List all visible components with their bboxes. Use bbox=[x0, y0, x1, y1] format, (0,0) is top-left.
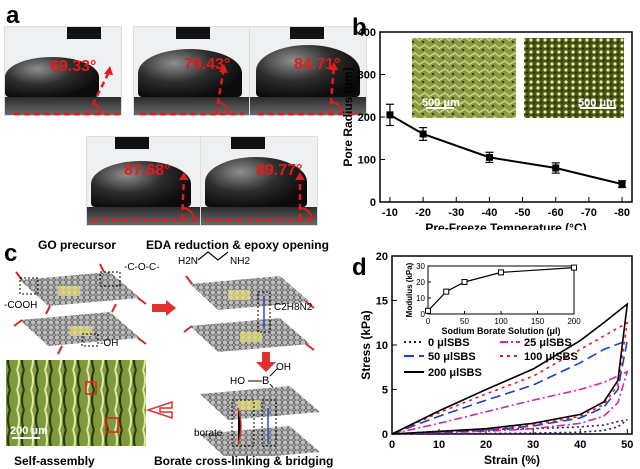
inset-xlabel: Sodium Borate Solution (μl) bbox=[442, 326, 561, 336]
contact-angle-image-5 bbox=[200, 136, 318, 226]
chart-d-series-0 bbox=[391, 418, 628, 435]
chart-b-series-line bbox=[389, 114, 623, 186]
borate-crosslinking-title: Borate cross-linking & bridging bbox=[154, 454, 334, 468]
chart-b-xtick-label: -50 bbox=[515, 207, 531, 219]
inset-ytick-label: 0 bbox=[421, 310, 426, 319]
chart-d-series-2 bbox=[391, 339, 629, 435]
chart-d-ytick-label: 20 bbox=[376, 251, 388, 263]
chart-b-xtick-label: -10 bbox=[382, 207, 398, 219]
chart-d-xtick-label: 50 bbox=[621, 439, 633, 451]
inset-xtick-label: 150 bbox=[531, 317, 545, 326]
chart-b-xtick-label: -70 bbox=[581, 207, 597, 219]
chart-d-ytick-label: 15 bbox=[376, 296, 388, 308]
inset-scale-right: 500 μm bbox=[578, 97, 616, 109]
inset-point bbox=[571, 264, 577, 271]
chart-d-xtick-label: 30 bbox=[527, 439, 539, 451]
chart-d-legend-label: 50 μlSBS bbox=[428, 351, 476, 363]
boric-b: B bbox=[262, 375, 269, 387]
inset-point bbox=[425, 307, 431, 314]
pore-radius-chart: 500 μm 500 μm 0 100 200 300 400 -10 -20 -30 -40 -… bbox=[341, 27, 633, 230]
chart-b-ylabel: Pore Radius (μm) bbox=[341, 67, 355, 166]
eda-h2n-label: H2N bbox=[178, 256, 198, 267]
chart-b-point bbox=[419, 130, 427, 138]
chart-b-ytick-label: 0 bbox=[370, 197, 376, 209]
inset-ytick-label: 20 bbox=[416, 278, 425, 287]
chart-d-xlabel: Strain (%) bbox=[484, 453, 540, 467]
inset-xtick-label: 0 bbox=[426, 317, 431, 326]
chart-b-point bbox=[618, 180, 626, 188]
chart-b-ytick-label: 300 bbox=[358, 70, 376, 82]
chart-b-ytick-label: 400 bbox=[358, 27, 376, 39]
contact-angle-image-3 bbox=[249, 26, 367, 116]
synthesis-scheme: -C-O-C- -COOH -OH H2N NH2 C2H8N2 OH OH H… bbox=[4, 251, 320, 456]
chart-b-xtick-label: -60 bbox=[548, 207, 564, 219]
panel-a-letter: a bbox=[6, 2, 20, 29]
panel-c-letter: c bbox=[4, 240, 18, 267]
chart-b-xtick-label: -20 bbox=[415, 207, 431, 219]
chart-b-ytick-label: 100 bbox=[358, 155, 376, 167]
contact-angle-image-2 bbox=[133, 26, 251, 116]
chart-d-legend-label: 0 μlSBS bbox=[428, 337, 470, 349]
chart-d-xtick-label: 0 bbox=[389, 439, 395, 451]
contact-angle-image-1 bbox=[4, 26, 122, 116]
chart-b-xtick-label: -80 bbox=[614, 207, 630, 219]
inset-ylabel: Modulus (kPa) bbox=[405, 262, 414, 317]
chart-b-xtick-label: -40 bbox=[481, 207, 497, 219]
chart-d-xtick-label: 10 bbox=[433, 439, 445, 451]
carboxyl-label: -COOH bbox=[4, 300, 37, 311]
chart-d-series-4 bbox=[391, 302, 629, 435]
arrow-down bbox=[256, 352, 276, 372]
contact-angle-image-4 bbox=[86, 136, 204, 226]
inset-xtick-label: 50 bbox=[460, 317, 469, 326]
chart-d-legend-label: 100 μlSBS bbox=[524, 351, 578, 363]
boric-ho-left: HO bbox=[230, 376, 245, 387]
boric-oh-top: OH bbox=[276, 362, 291, 373]
inset-point bbox=[461, 279, 468, 285]
panel-b-letter: b bbox=[352, 14, 367, 41]
chart-d-series-3 bbox=[391, 321, 629, 435]
eda-formula-label: C2H8N2 bbox=[274, 302, 313, 313]
inset-scale-left: 500 μm bbox=[422, 97, 460, 109]
chart-d-ytick-label: 10 bbox=[376, 340, 388, 352]
chart-d-series-1 bbox=[391, 370, 629, 435]
contact-angle-label-4: 87.68° bbox=[124, 162, 171, 179]
sem-scale-label: 200 μm bbox=[10, 425, 48, 437]
chart-d-ytick-label: 5 bbox=[382, 385, 388, 397]
inset-ytick-label: 10 bbox=[416, 294, 425, 303]
chart-b-point bbox=[485, 153, 493, 161]
chart-d-legend-label: 200 μlSBS bbox=[428, 367, 482, 379]
contact-angle-overlay bbox=[14, 62, 360, 222]
inset-xtick-label: 100 bbox=[494, 317, 508, 326]
inset-point bbox=[443, 288, 450, 295]
chart-b-xtick-label: -30 bbox=[448, 207, 464, 219]
epoxy-label: -C-O-C- bbox=[124, 262, 160, 273]
arrow-left bbox=[145, 400, 173, 420]
chart-b-point bbox=[386, 111, 394, 119]
panel-d-letter: d bbox=[352, 254, 367, 281]
self-assembly-title: Self-assembly bbox=[14, 454, 95, 468]
inset-point bbox=[498, 269, 504, 276]
chart-b-point bbox=[552, 164, 560, 172]
contact-angle-label-5: 89.77° bbox=[256, 162, 303, 179]
chart-b-ytick-label: 200 bbox=[358, 112, 376, 124]
hydroxyl-label: -OH bbox=[100, 338, 118, 349]
chart-b-xlabel: Pre-Freeze Temperature (°C) bbox=[425, 221, 586, 230]
go-precursor-title: GO precursor bbox=[38, 238, 117, 252]
contact-angle-label-3: 84.71° bbox=[294, 56, 341, 73]
inset-xtick-label: 200 bbox=[567, 317, 581, 326]
sem-micrograph bbox=[6, 360, 146, 446]
chart-d-ytick-label: 0 bbox=[382, 429, 388, 441]
chart-d-legend-label: 25 μlSBS bbox=[524, 337, 572, 349]
eda-reduction-title: EDA reduction & epoxy opening bbox=[146, 238, 329, 252]
inset-ytick-label: 30 bbox=[416, 262, 425, 271]
arrow-right bbox=[152, 300, 176, 316]
eda-nh2-label: NH2 bbox=[230, 256, 250, 267]
chart-d-ylabel: Stress (kPa) bbox=[359, 310, 373, 379]
chart-d-xtick-label: 20 bbox=[480, 439, 492, 451]
chart-d-xtick-label: 40 bbox=[574, 439, 586, 451]
borate-label: borate bbox=[194, 428, 223, 439]
contact-angle-label-1: 69.33° bbox=[50, 58, 97, 75]
contact-angle-label-2: 79.43° bbox=[184, 56, 231, 73]
